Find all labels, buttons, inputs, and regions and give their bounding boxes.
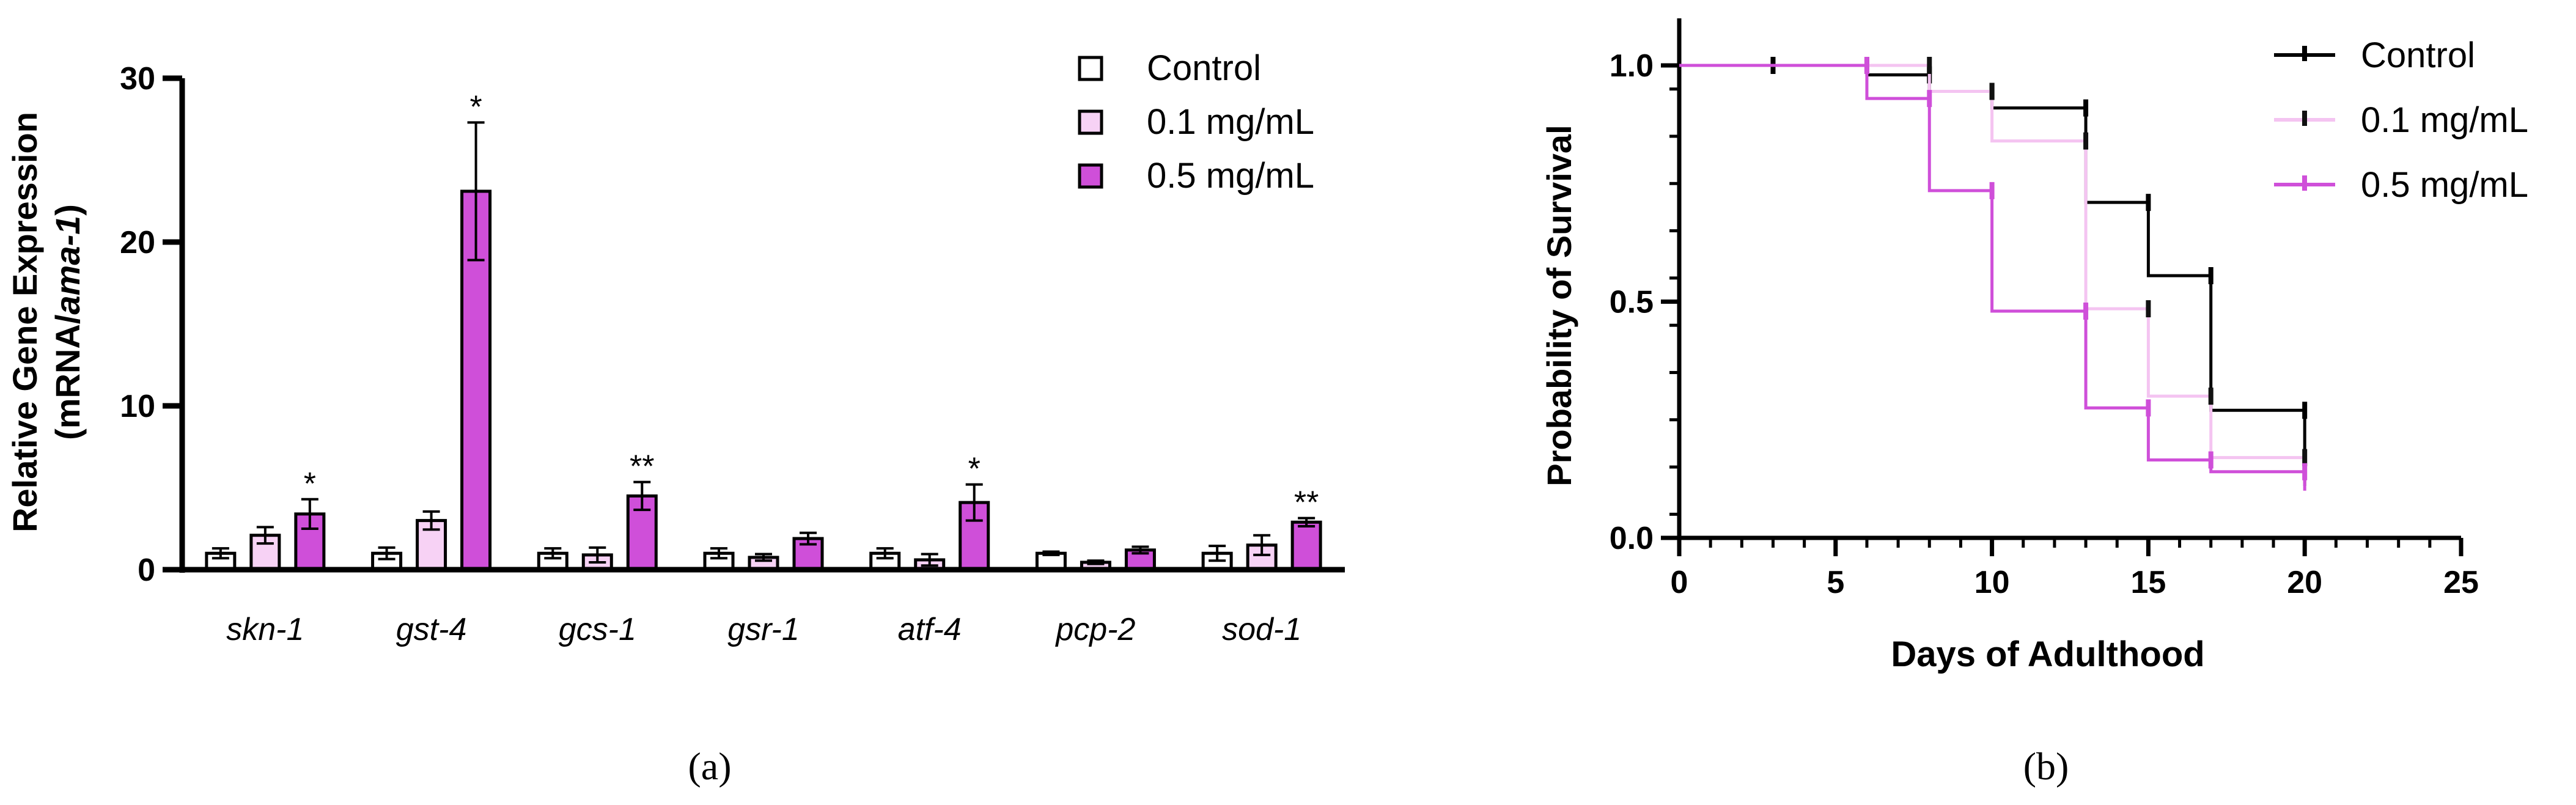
panel-a-x-tick-label: pcp-2 (1054, 612, 1135, 647)
significance-marker: * (469, 89, 482, 125)
legend-label-0-1-mg-ml: 0.1 mg/mL (2361, 100, 2528, 140)
panel-b-x-tick-label: 0 (1671, 565, 1688, 600)
panel-a-label: (a) (688, 744, 731, 788)
panel-b-lines (1679, 57, 2308, 491)
bar-sod-1-0-5-mg-ml (1290, 520, 1322, 572)
panel-b-x-tick-label: 10 (1974, 565, 2010, 600)
significance-marker: * (304, 466, 316, 502)
panel-a-x-tick-label: skn-1 (226, 612, 304, 647)
panel-b-axes: 0.0 0.5 1.0 0 5 10 15 20 25 (1610, 18, 2479, 600)
panel-a-legend: Control 0.1 mg/mL 0.5 mg/mL (1078, 48, 1314, 196)
panel-a-y-tick-label: 20 (120, 225, 155, 260)
legend-label-0-5-mg-ml: 0.5 mg/mL (1147, 156, 1314, 196)
legend-label-0-5-mg-ml: 0.5 mg/mL (2361, 165, 2528, 205)
legend-swatch-0-5-mg-ml (1078, 163, 1103, 189)
panel-a-y-tick-label: 10 (120, 389, 155, 424)
panel-a-y-tick-label: 30 (120, 61, 155, 97)
panel-a-x-tick-label: sod-1 (1222, 612, 1301, 647)
panel-b-x-tick-label: 25 (2443, 565, 2479, 600)
significance-marker: * (968, 452, 981, 487)
panel-a-ylabel: Relative Gene Expression (6, 112, 44, 532)
panel-b-x-tick-label: 5 (1827, 565, 1844, 600)
significance-marker: ** (630, 449, 654, 485)
panel-a-bar-chart: Relative Gene Expression (mRNA/ama-1) 0 1… (6, 48, 1345, 788)
panel-a-y-axis: 0 10 20 30 (120, 61, 185, 588)
panel-a-x-axis: skn-1 gst-4 gcs-1 gsr-1 atf-4 pcp-2 sod-1 (182, 567, 1345, 647)
panel-b-x-tick-label: 15 (2130, 565, 2166, 600)
legend-swatch-control (1078, 56, 1103, 81)
panel-a-x-tick-label: gst-4 (396, 612, 467, 647)
panel-a-x-tick-label: gsr-1 (727, 612, 800, 647)
panel-a-x-tick-label: gcs-1 (559, 612, 636, 647)
panel-a-ylabel-line2: (mRNA/ama-1) (48, 204, 87, 440)
panel-b-y-tick-label: 1.0 (1610, 48, 1654, 84)
legend-label-control: Control (2361, 35, 2475, 75)
panel-b-survival-chart: Probability of Survival Days of Adulthoo… (1540, 18, 2528, 788)
panel-b-x-tick-label: 20 (2287, 565, 2322, 600)
panel-a-y-tick-label: 0 (138, 553, 155, 588)
legend-label-control: Control (1147, 48, 1261, 88)
panel-b-xlabel: Days of Adulthood (1891, 634, 2204, 674)
panel-b-ylabel: Probability of Survival (1540, 125, 1578, 486)
panel-a-x-tick-label: atf-4 (898, 612, 962, 647)
panel-b-label: (b) (2023, 744, 2069, 788)
legend-swatch-0-1-mg-ml (1078, 109, 1103, 135)
panel-b-legend: Control 0.1 mg/mL 0.5 mg/mL (2274, 35, 2528, 205)
panel-b-y-tick-label: 0.5 (1610, 285, 1654, 320)
legend-label-0-1-mg-ml: 0.1 mg/mL (1147, 102, 1314, 142)
significance-marker: ** (1294, 485, 1319, 521)
panel-b-y-tick-label: 0.0 (1610, 521, 1654, 556)
